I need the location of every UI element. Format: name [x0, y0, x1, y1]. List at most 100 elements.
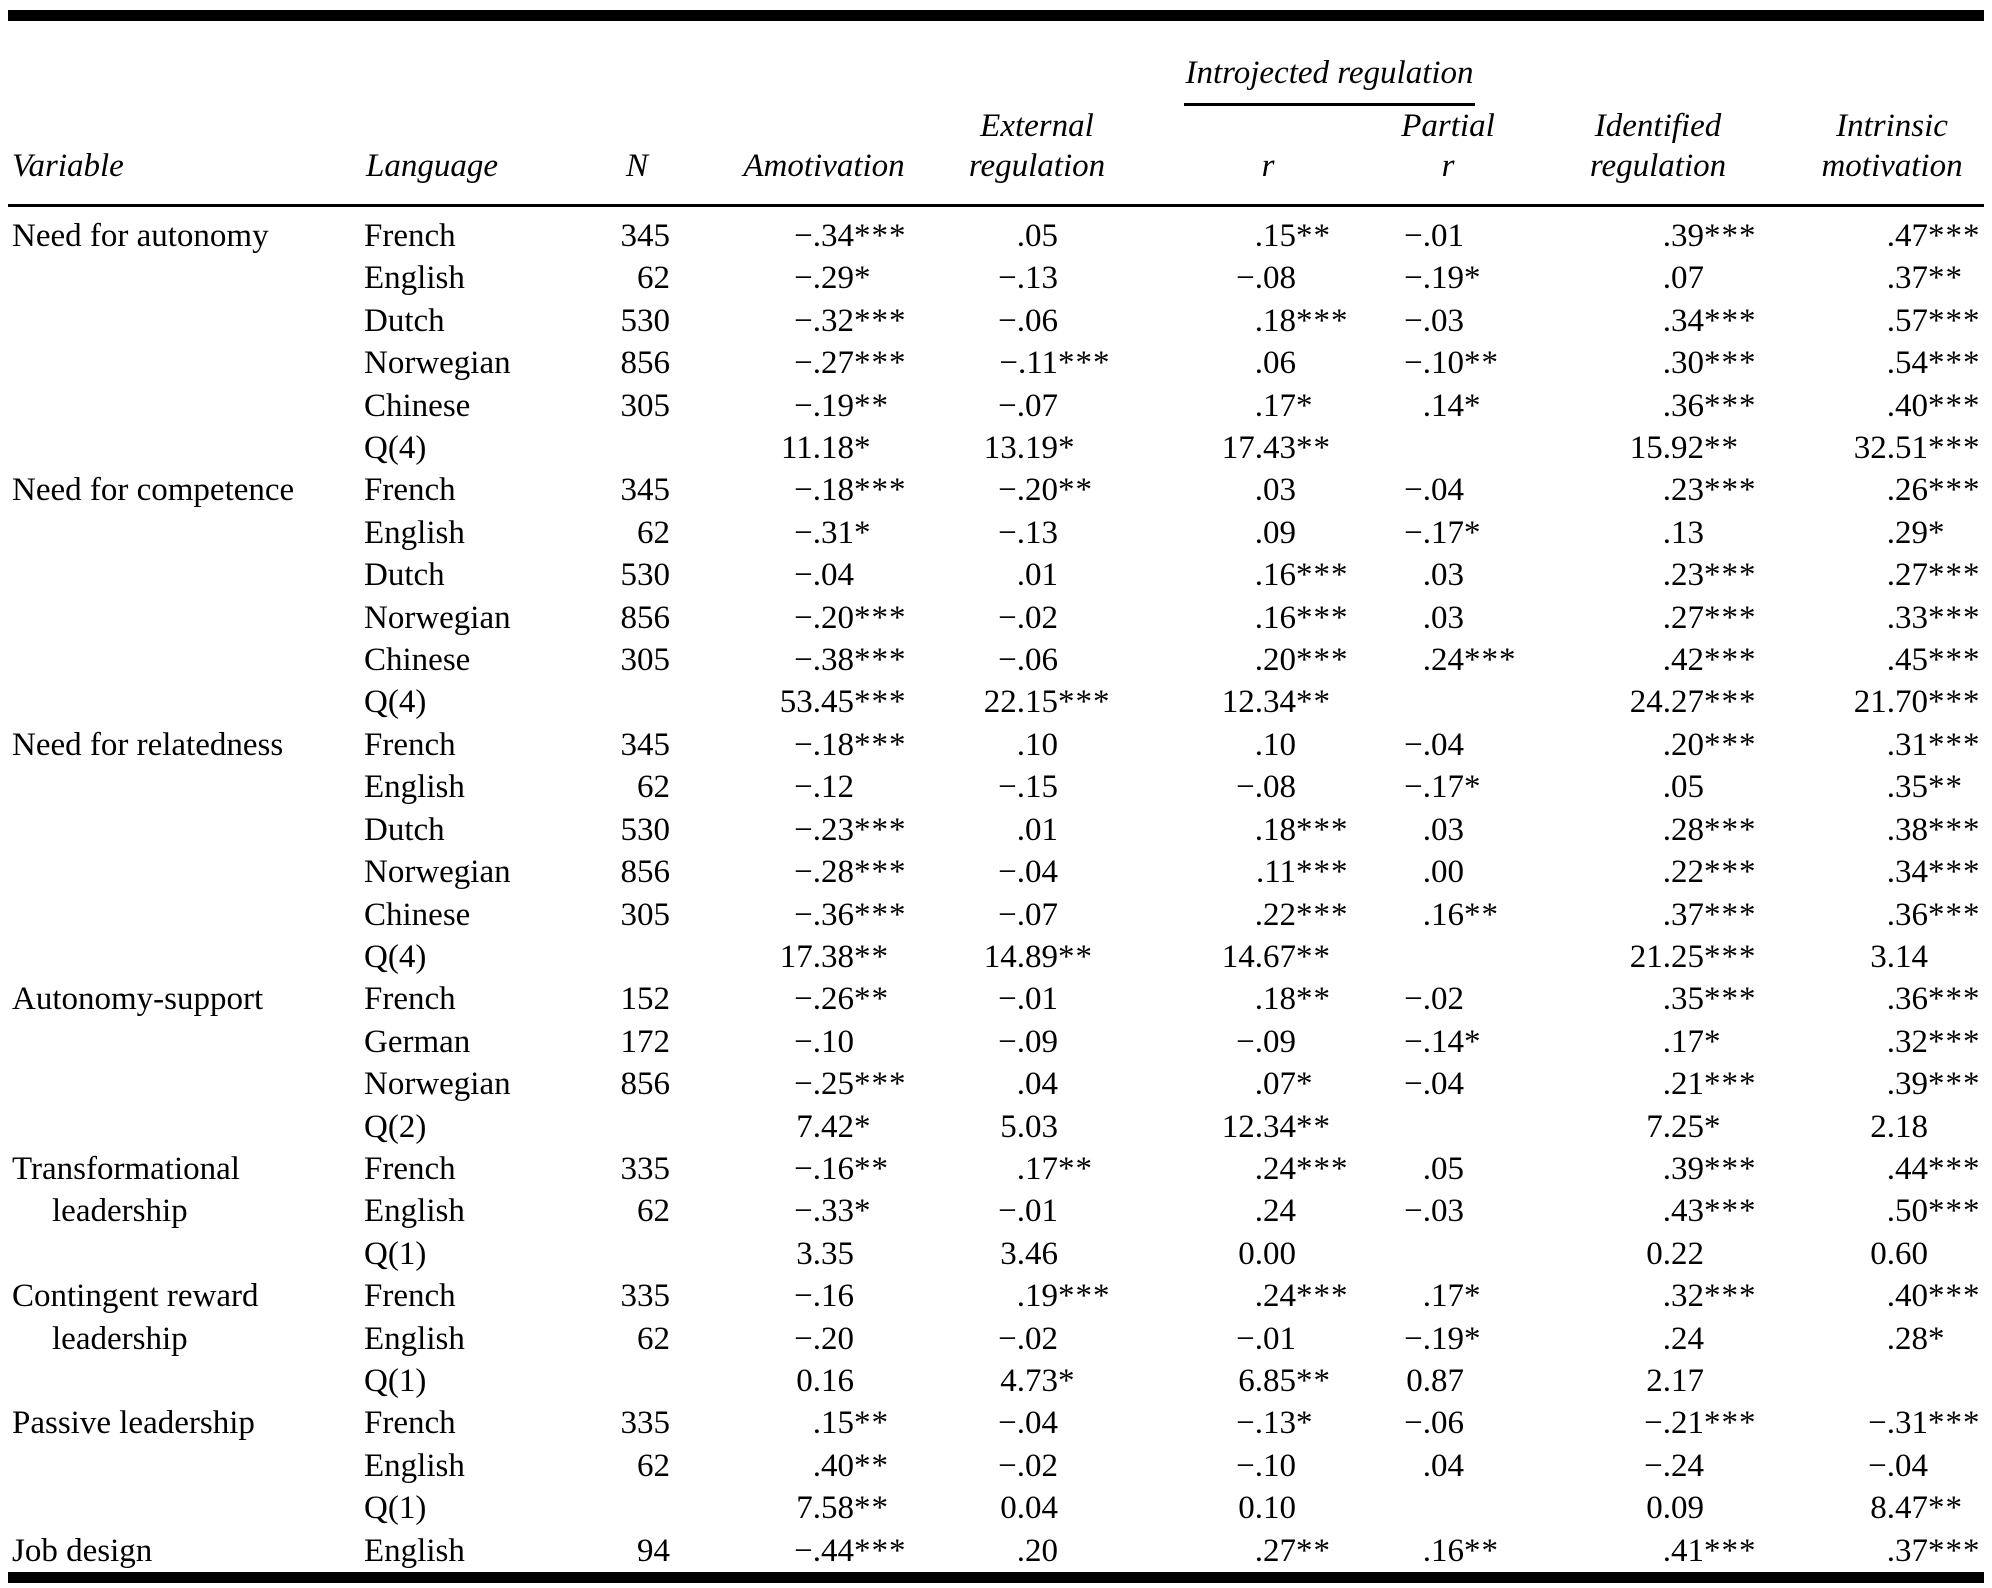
value-cell: 6.85 **	[1114, 1360, 1352, 1402]
decimal-aligned-value: −.01	[910, 1190, 1114, 1232]
value-cell: −.38 ***	[678, 639, 910, 681]
value-number: −.20	[998, 472, 1058, 509]
significance-stars	[1928, 1106, 1984, 1148]
decimal-aligned-value: .44 ***	[1760, 1148, 1984, 1190]
n-cell: 856	[620, 1066, 671, 1103]
significance-stars	[1296, 1021, 1352, 1063]
significance-stars	[1296, 257, 1352, 299]
value-cell: −.12	[678, 766, 910, 808]
value-number: 0.10	[1238, 1490, 1296, 1527]
significance-stars: ***	[1704, 1150, 1757, 1187]
decimal-aligned-value: −.19 **	[678, 385, 910, 427]
value-cell: .27 ***	[1760, 554, 1984, 596]
significance-stars: **	[854, 1490, 889, 1527]
value-number: .29	[1886, 514, 1929, 551]
significance-stars: *	[854, 514, 872, 551]
value-cell: .35 **	[1760, 766, 1984, 808]
table-row: Transformational French 335 −.16 ** .17 ** .24 *…	[8, 1148, 1984, 1190]
value-cell: 2.17	[1520, 1360, 1760, 1402]
decimal-aligned-value: .34 ***	[1520, 300, 1760, 342]
variable-cell	[8, 766, 364, 808]
value-cell: −.09	[1114, 1021, 1352, 1063]
value-cell: .13	[1520, 512, 1760, 554]
value-number: .32	[1886, 1023, 1929, 1060]
decimal-aligned-value: .24	[1520, 1318, 1760, 1360]
value-cell: .22 ***	[1114, 894, 1352, 936]
value-number: .27	[1662, 599, 1705, 636]
value-number: 8.47	[1870, 1490, 1929, 1527]
significance-stars: ***	[1704, 854, 1757, 891]
value-cell: .21 ***	[1520, 1063, 1760, 1105]
significance-stars: ***	[1928, 642, 1981, 679]
value-cell: .27 **	[1114, 1530, 1352, 1578]
decimal-aligned-value: .23 ***	[1520, 469, 1760, 511]
decimal-aligned-value: .38 ***	[1760, 809, 1984, 851]
decimal-aligned-value: −.13 *	[1114, 1402, 1352, 1444]
value-cell: 0.09	[1520, 1487, 1760, 1529]
value-cell: .20 ***	[1114, 639, 1352, 681]
value-number: .20	[1254, 642, 1296, 679]
value-cell: 4.73 *	[910, 1360, 1114, 1402]
significance-stars: ***	[854, 345, 907, 382]
decimal-aligned-value: −.04	[1352, 1063, 1520, 1105]
value-cell: 15.92 **	[1520, 427, 1760, 469]
significance-stars: ***	[1704, 726, 1757, 763]
value-number: −.29	[794, 260, 854, 297]
decimal-aligned-value: .17 *	[1114, 385, 1352, 427]
variable-cell: Need for autonomy	[12, 218, 269, 254]
n-cell: 152	[620, 981, 671, 1018]
decimal-aligned-value: −.16 **	[678, 1148, 910, 1190]
value-number: −.03	[1404, 302, 1465, 339]
value-number: .42	[1662, 642, 1705, 679]
value-cell: −.13	[910, 512, 1114, 554]
value-number: .40	[1886, 1278, 1929, 1315]
decimal-aligned-value: .22 ***	[1114, 894, 1352, 936]
value-cell: −.19 *	[1352, 257, 1520, 299]
significance-stars	[1058, 1318, 1114, 1360]
value-cell: .16 **	[1352, 1530, 1520, 1578]
significance-stars: ***	[1928, 1066, 1981, 1103]
decimal-aligned-value: .37 **	[1760, 257, 1984, 299]
value-cell: −.13 *	[1114, 1402, 1352, 1444]
value-number: 0.04	[1000, 1490, 1058, 1527]
value-cell: −.02	[910, 1318, 1114, 1360]
value-number: 13.19	[983, 430, 1058, 467]
significance-stars	[1296, 1318, 1352, 1360]
value-number: .00	[1422, 854, 1465, 891]
decimal-aligned-value: .03	[1352, 597, 1520, 639]
decimal-aligned-value: −.18 ***	[678, 724, 910, 766]
value-number: −.33	[794, 1193, 854, 1230]
col-header-intrinsic-motivation: Intrinsic motivation	[1760, 106, 1985, 207]
correlation-table: Introjected regulation Variable Language…	[8, 10, 1985, 1583]
value-cell: .18 **	[1114, 978, 1352, 1020]
decimal-aligned-value: −.34 ***	[678, 215, 910, 257]
value-cell: .24 ***	[1114, 1275, 1352, 1317]
value-number: −.15	[998, 769, 1058, 806]
decimal-aligned-value: −.09	[910, 1021, 1114, 1063]
decimal-aligned-value: −.16	[678, 1275, 910, 1317]
decimal-aligned-value: .28 ***	[1520, 809, 1760, 851]
n-cell: 335	[620, 1405, 671, 1442]
value-cell: 0.87	[1352, 1360, 1520, 1402]
significance-stars	[1464, 300, 1520, 342]
significance-stars	[854, 1021, 910, 1063]
value-number: −.18	[794, 726, 854, 763]
value-cell: .01	[910, 554, 1114, 596]
n-cell: 62	[637, 1193, 670, 1230]
value-cell: .07 *	[1114, 1063, 1352, 1105]
significance-stars: ***	[1928, 981, 1981, 1018]
value-cell: −.02	[910, 1445, 1114, 1487]
decimal-aligned-value: .36 ***	[1520, 385, 1760, 427]
decimal-aligned-value: .16 **	[1352, 1530, 1520, 1572]
value-number: .35	[1662, 981, 1705, 1018]
n-cell: 62	[637, 1320, 670, 1357]
decimal-aligned-value: −.11 ***	[910, 342, 1114, 384]
language-cell: Q(1)	[364, 1235, 427, 1272]
value-cell: −.10 **	[1352, 342, 1520, 384]
variable-cell: Need for competence	[12, 472, 295, 509]
significance-stars: ***	[854, 472, 907, 509]
significance-stars	[1704, 1233, 1760, 1275]
significance-stars	[1058, 1190, 1114, 1232]
table-row: Dutch 530 −.23 *** .01.18 *** .03.28 *** .38 ***	[8, 809, 1984, 851]
decimal-aligned-value: 12.34 **	[1114, 681, 1352, 723]
